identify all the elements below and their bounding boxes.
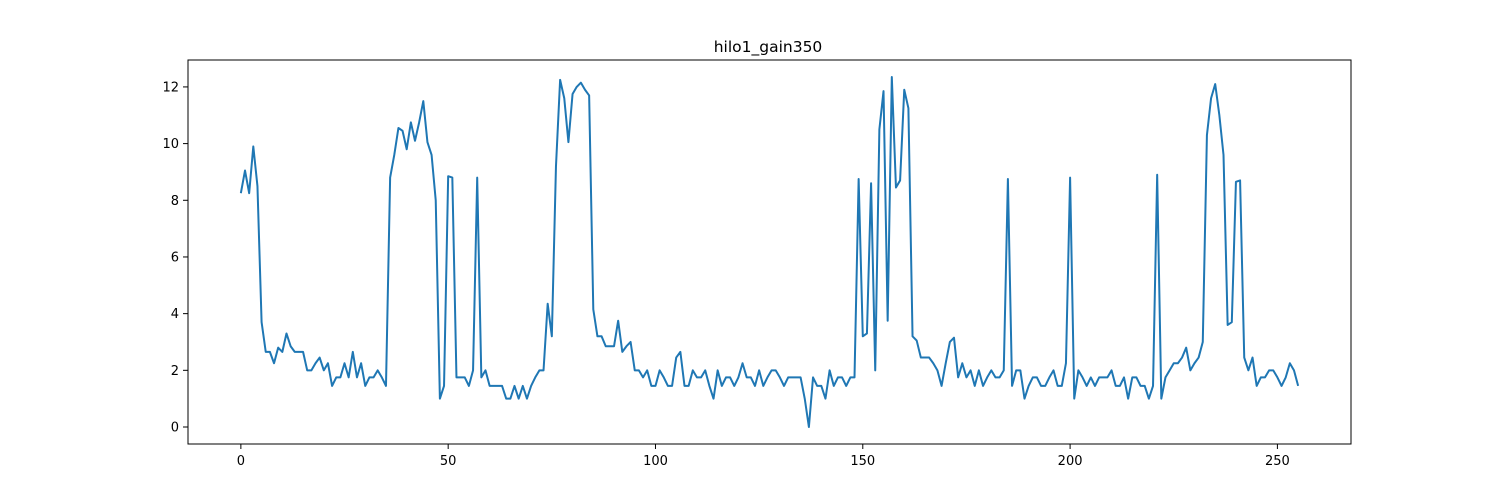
plot-area	[239, 76, 1300, 428]
x-tick-label: 100	[643, 454, 668, 469]
y-tick-label: 8	[171, 194, 179, 209]
plot-frame	[187, 59, 1352, 445]
y-tick-label: 0	[171, 420, 179, 435]
x-tick-label: 50	[440, 454, 457, 469]
y-tick-label: 10	[162, 137, 179, 152]
x-tick-label: 200	[1058, 454, 1083, 469]
y-tick-label: 4	[171, 307, 179, 322]
x-tick-label: 0	[237, 454, 245, 469]
y-tick-label: 2	[171, 364, 179, 379]
series-line-0	[239, 76, 1300, 428]
y-tick-label: 6	[171, 250, 179, 265]
y-tick-label: 12	[162, 80, 179, 95]
chart-title: hilo1_gain350	[714, 38, 823, 57]
x-tick-label: 250	[1265, 454, 1290, 469]
x-axis: 0 50 100 150 200 250	[237, 444, 1290, 469]
x-tick-label: 150	[850, 454, 875, 469]
y-axis: 0 2 4 6 8 10 12	[162, 80, 188, 435]
